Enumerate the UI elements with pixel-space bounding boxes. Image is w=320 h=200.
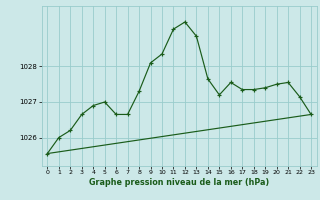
X-axis label: Graphe pression niveau de la mer (hPa): Graphe pression niveau de la mer (hPa) <box>89 178 269 187</box>
